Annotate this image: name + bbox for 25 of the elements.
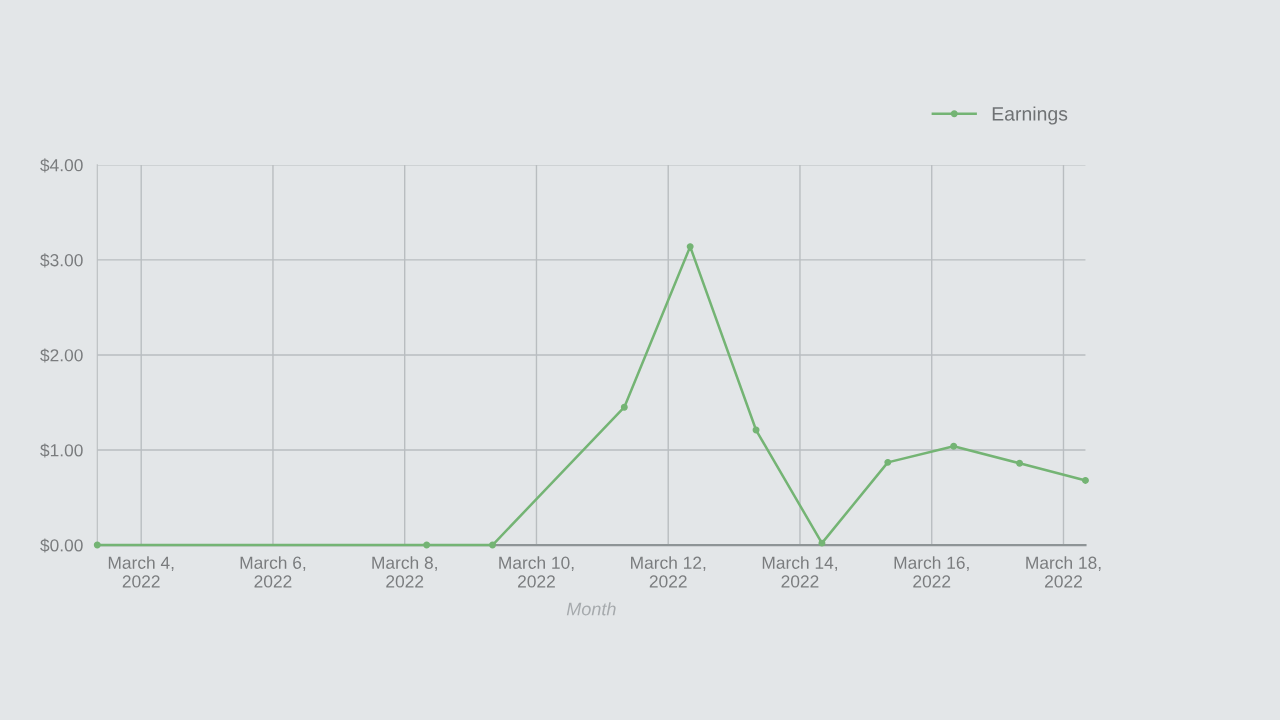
point — [423, 541, 431, 549]
x-axis-title: Month — [566, 602, 616, 616]
point — [489, 541, 497, 549]
point — [1081, 476, 1089, 484]
x-tick-label: March 8, 2022 — [372, 556, 437, 588]
x-tick-label: March 10, 2022 — [499, 556, 574, 588]
x-tick-label: March 14, 2022 — [762, 556, 838, 588]
x-tick-label: March 4, 2022 — [108, 556, 174, 588]
point — [1016, 459, 1024, 467]
x-tick-label: March 6, 2022 — [240, 556, 306, 588]
point — [818, 539, 826, 547]
point — [93, 541, 101, 549]
x-tick-label: March 16, 2022 — [894, 556, 969, 588]
x-tick-label: March 18, 2022 — [1026, 556, 1101, 588]
point — [884, 458, 892, 466]
y-tick-label: $2.00 — [40, 348, 83, 363]
point — [686, 243, 694, 251]
y-tick-label: $1.00 — [40, 443, 83, 458]
y-tick-label: $3.00 — [40, 253, 83, 268]
y-tick-label: $4.00 — [40, 158, 83, 173]
point — [620, 403, 628, 411]
legend-label: Earnings — [992, 106, 1068, 125]
x-tick-label: March 12, 2022 — [631, 556, 706, 588]
y-tick-label: $0.00 — [40, 538, 83, 553]
point — [950, 442, 958, 450]
